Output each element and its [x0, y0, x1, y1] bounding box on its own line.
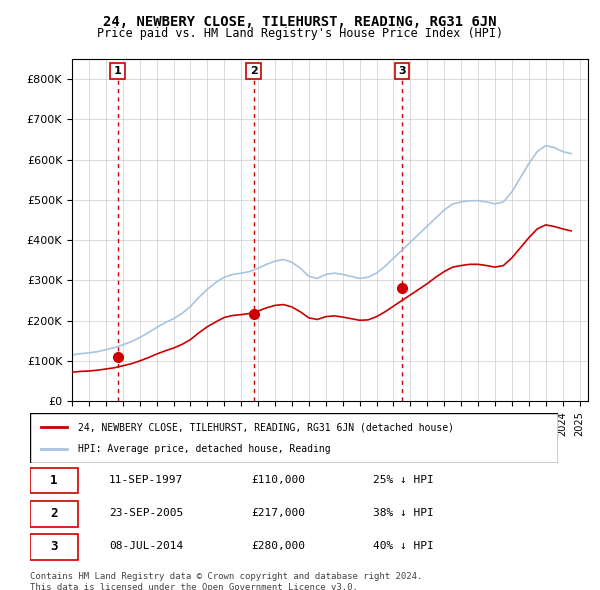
FancyBboxPatch shape: [30, 413, 558, 463]
Text: 38% ↓ HPI: 38% ↓ HPI: [373, 509, 434, 518]
Text: Price paid vs. HM Land Registry's House Price Index (HPI): Price paid vs. HM Land Registry's House …: [97, 27, 503, 40]
FancyBboxPatch shape: [30, 501, 77, 526]
Text: 24, NEWBERY CLOSE, TILEHURST, READING, RG31 6JN: 24, NEWBERY CLOSE, TILEHURST, READING, R…: [103, 15, 497, 29]
FancyBboxPatch shape: [30, 468, 77, 493]
Text: 24, NEWBERY CLOSE, TILEHURST, READING, RG31 6JN (detached house): 24, NEWBERY CLOSE, TILEHURST, READING, R…: [77, 422, 454, 432]
Text: 3: 3: [50, 540, 58, 553]
Text: 40% ↓ HPI: 40% ↓ HPI: [373, 542, 434, 551]
Text: 2: 2: [250, 66, 257, 76]
Text: HPI: Average price, detached house, Reading: HPI: Average price, detached house, Read…: [77, 444, 330, 454]
Text: 11-SEP-1997: 11-SEP-1997: [109, 476, 184, 485]
Text: 1: 1: [114, 66, 122, 76]
Text: 23-SEP-2005: 23-SEP-2005: [109, 509, 184, 518]
Text: £280,000: £280,000: [252, 542, 306, 551]
Text: Contains HM Land Registry data © Crown copyright and database right 2024.
This d: Contains HM Land Registry data © Crown c…: [30, 572, 422, 590]
Text: £217,000: £217,000: [252, 509, 306, 518]
Text: 1: 1: [50, 474, 58, 487]
Text: 3: 3: [398, 66, 406, 76]
FancyBboxPatch shape: [30, 534, 77, 559]
Text: 25% ↓ HPI: 25% ↓ HPI: [373, 476, 434, 485]
Text: 2: 2: [50, 507, 58, 520]
Text: £110,000: £110,000: [252, 476, 306, 485]
Text: 08-JUL-2014: 08-JUL-2014: [109, 542, 184, 551]
